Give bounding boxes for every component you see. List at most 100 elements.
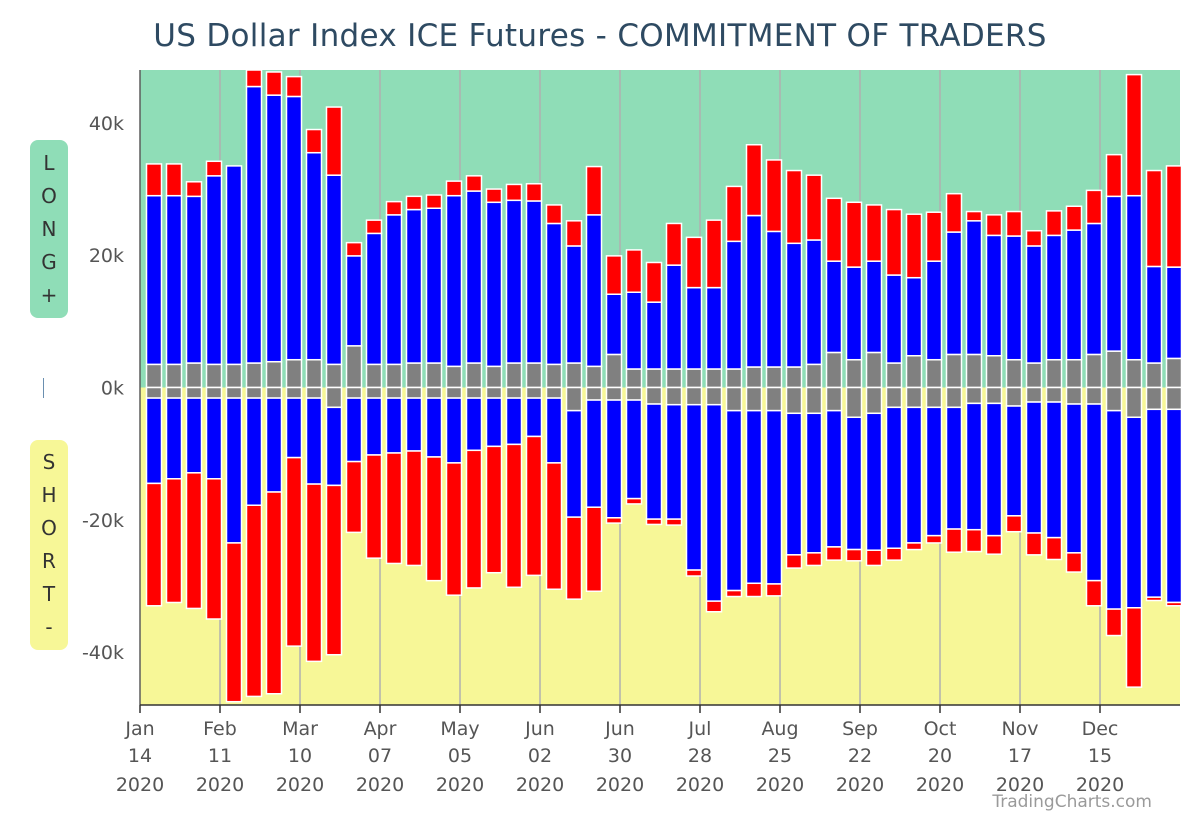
bar-long-spreading: [145, 363, 163, 389]
bar-long-commercial: [465, 190, 483, 364]
bar-short-spreading: [745, 386, 763, 412]
x-tick-day: 20: [928, 745, 952, 767]
bar-long-spreading: [585, 365, 603, 389]
bar-short-commercial: [605, 399, 623, 519]
bar-short-noncommercial: [1005, 515, 1023, 533]
bar-long-spreading: [985, 355, 1003, 389]
bar-long-commercial: [785, 242, 803, 368]
bar-long-spreading: [405, 362, 423, 389]
bar-short-spreading: [845, 386, 863, 419]
bar-long-commercial: [425, 207, 443, 364]
bar-short-commercial: [165, 397, 183, 480]
bar-short-noncommercial: [265, 491, 283, 695]
bar-short-spreading: [925, 386, 943, 409]
bar-long-noncommercial: [445, 180, 463, 197]
bar-short-spreading: [325, 386, 343, 409]
bar-short-spreading: [625, 386, 643, 401]
bar-long-noncommercial: [325, 106, 343, 176]
bar-long-noncommercial: [785, 169, 803, 245]
bar-long-commercial: [225, 165, 243, 366]
y-tick-label: -40k: [82, 642, 124, 664]
bar-long-spreading: [545, 363, 563, 389]
bar-long-spreading: [665, 368, 683, 389]
bar-short-spreading: [1005, 386, 1023, 407]
bar-long-commercial: [505, 199, 523, 364]
x-tick-month: Nov: [1001, 718, 1038, 740]
bar-long-spreading: [345, 345, 363, 389]
bar-short-noncommercial: [1105, 608, 1123, 637]
x-tick-month: Dec: [1082, 718, 1119, 740]
y-tick-label: -20k: [82, 510, 124, 532]
bar-long-commercial: [905, 276, 923, 357]
bar-short-commercial: [805, 412, 823, 554]
bar-short-commercial: [705, 403, 723, 602]
bar-short-noncommercial: [985, 534, 1003, 555]
x-tick-year: 2020: [116, 774, 164, 796]
bar-long-commercial: [725, 240, 743, 370]
bar-short-noncommercial: [505, 443, 523, 589]
bar-short-noncommercial: [245, 504, 263, 698]
bar-long-commercial: [1165, 266, 1183, 360]
bar-long-noncommercial: [925, 211, 943, 262]
bar-short-noncommercial: [1145, 596, 1163, 602]
bar-short-commercial: [545, 397, 563, 464]
bar-long-spreading: [365, 363, 383, 389]
x-tick-month: Apr: [364, 718, 397, 740]
short-letter: O: [41, 516, 57, 540]
x-tick-year: 2020: [356, 774, 404, 796]
long-letter: O: [41, 183, 57, 208]
bar-short-noncommercial: [645, 518, 663, 526]
bar-short-noncommercial: [665, 518, 683, 526]
bar-short-noncommercial: [625, 497, 643, 505]
bar-short-commercial: [665, 403, 683, 520]
bar-long-spreading: [725, 368, 743, 389]
bar-long-spreading: [965, 353, 983, 389]
bar-long-commercial: [165, 194, 183, 366]
bar-short-commercial: [865, 412, 883, 551]
bar-short-noncommercial: [185, 472, 203, 610]
long-label-pill: L O N G +: [30, 140, 68, 318]
y-tick-label: 40k: [89, 113, 124, 135]
x-tick-month: Oct: [924, 718, 957, 740]
bar-long-spreading: [385, 363, 403, 389]
bar-short-commercial: [385, 397, 403, 454]
bar-short-commercial: [425, 397, 443, 458]
bar-long-noncommercial: [1065, 205, 1083, 231]
bar-short-spreading: [665, 386, 683, 406]
bar-short-noncommercial: [145, 482, 163, 607]
bar-short-commercial: [345, 397, 363, 463]
bar-short-commercial: [305, 397, 323, 485]
bar-short-noncommercial: [365, 454, 383, 559]
bar-short-spreading: [1025, 386, 1043, 403]
long-letter: L: [43, 150, 55, 175]
bar-long-commercial: [485, 201, 503, 368]
bar-long-commercial: [665, 264, 683, 370]
bar-long-commercial: [1025, 245, 1043, 364]
x-tick-year: 2020: [676, 774, 724, 796]
x-tick-month: Jan: [124, 718, 154, 740]
bar-short-noncommercial: [1085, 579, 1103, 607]
bar-short-spreading: [225, 386, 243, 399]
bar-long-noncommercial: [645, 261, 663, 303]
bar-long-noncommercial: [945, 192, 963, 233]
bar-long-spreading: [705, 368, 723, 389]
bar-short-noncommercial: [885, 547, 903, 561]
bar-long-spreading: [1065, 358, 1083, 389]
bar-short-spreading: [585, 386, 603, 401]
bar-long-commercial: [205, 175, 223, 366]
bar-long-noncommercial: [425, 194, 443, 209]
bar-long-spreading: [305, 358, 323, 389]
bar-long-spreading: [485, 365, 503, 389]
bar-long-noncommercial: [1025, 229, 1043, 247]
bar-short-noncommercial: [305, 483, 323, 663]
bar-short-spreading: [445, 386, 463, 399]
bar-short-spreading: [565, 386, 583, 412]
bar-long-commercial: [565, 245, 583, 364]
x-tick-year: 2020: [516, 774, 564, 796]
source-credit: TradingCharts.com: [992, 792, 1152, 812]
bar-short-commercial: [825, 409, 843, 548]
chart-title: US Dollar Index ICE Futures - COMMITMENT…: [153, 18, 1047, 54]
bar-long-spreading: [785, 366, 803, 389]
bar-short-noncommercial: [1025, 532, 1043, 556]
bar-long-noncommercial: [365, 219, 383, 235]
